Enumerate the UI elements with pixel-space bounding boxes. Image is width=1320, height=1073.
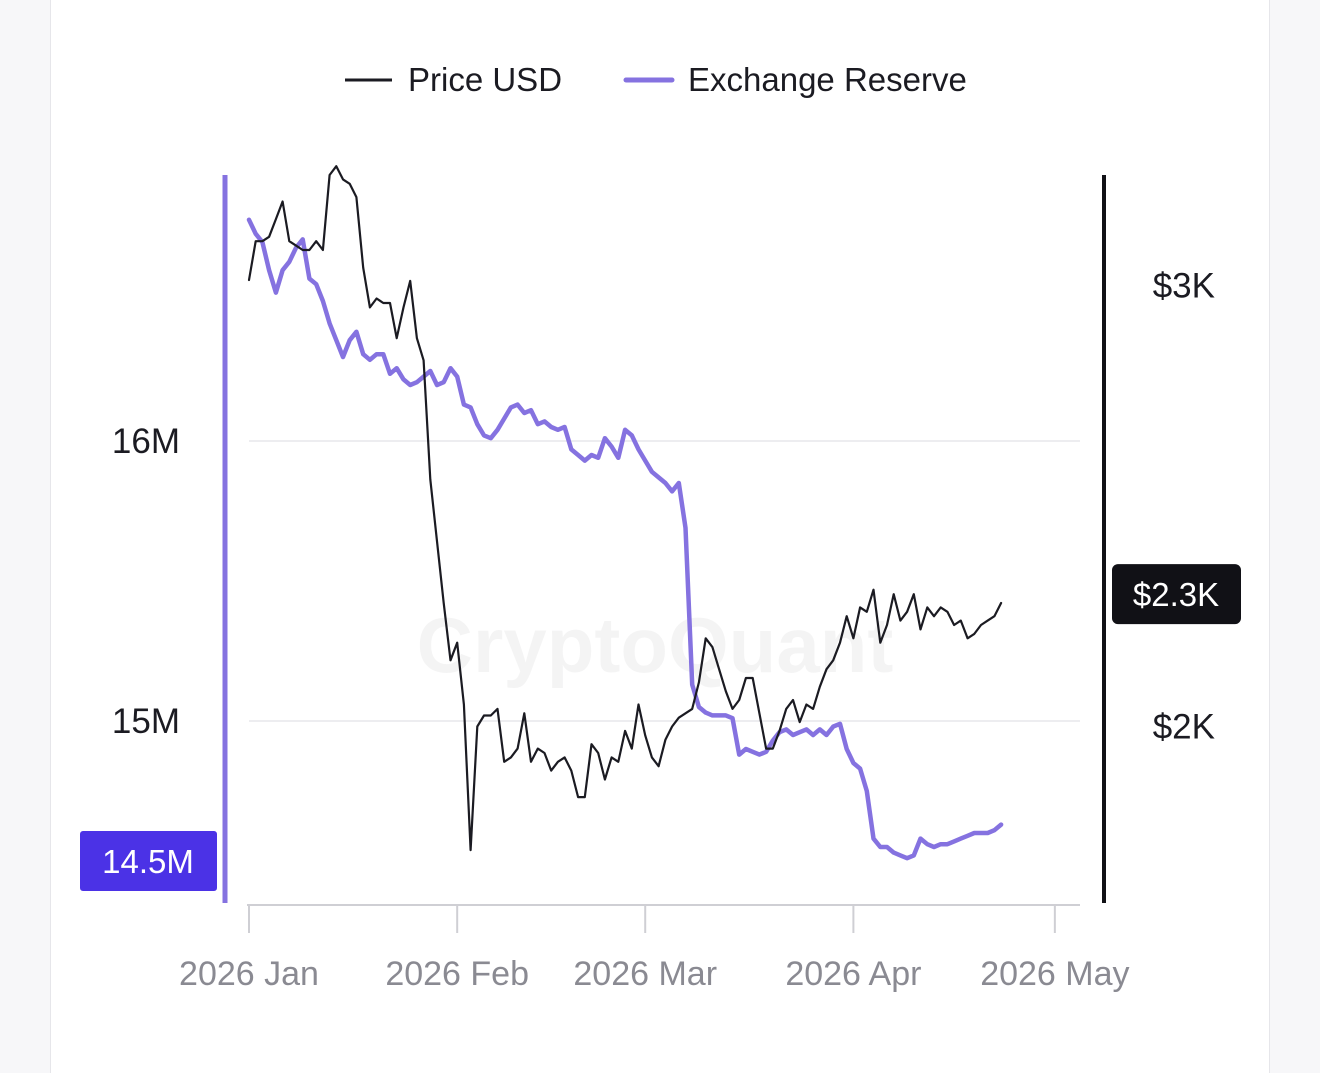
y-right-tick-label: $3K [1153,266,1215,305]
legend-item-reserve[interactable]: Exchange Reserve [623,61,967,98]
right-badge-label: $2.3K [1133,576,1219,613]
gridlines [249,440,1080,722]
axis-labels: 15M 16M $2K $3K 2026 Jan 2026 Feb 2026 Mar 2026… [80,266,1241,993]
chart-card [50,0,1270,1073]
plot-area [246,165,1004,861]
x-tick-label: 2026 Feb [385,955,529,993]
left-current-value-badge: 14.5M [80,831,217,891]
legend-label-price: Price USD [408,61,562,98]
series-price-usd[interactable] [247,165,1003,852]
series-exchange-reserve[interactable] [246,217,1004,861]
x-tick-label: 2026 Jan [179,955,319,993]
x-tick-label: 2026 Apr [785,955,921,993]
right-badge-bg [1112,564,1241,625]
x-tick-label: 2026 Mar [573,955,717,993]
watermark-text: CryptoQuant [417,601,894,689]
x-tick-label: 2026 May [980,955,1129,993]
left-badge-label: 14.5M [102,843,194,880]
y-right-tick-label: $2K [1153,708,1215,747]
legend-item-price[interactable]: Price USD [345,61,562,98]
legend: Price USD Exchange Reserve [345,61,967,98]
legend-label-reserve: Exchange Reserve [688,61,967,98]
right-current-value-badge: $2.3K [1112,564,1241,625]
y-left-tick-label: 15M [112,702,180,741]
left-badge-bg [80,831,217,891]
y-left-tick-label: 16M [112,422,180,461]
